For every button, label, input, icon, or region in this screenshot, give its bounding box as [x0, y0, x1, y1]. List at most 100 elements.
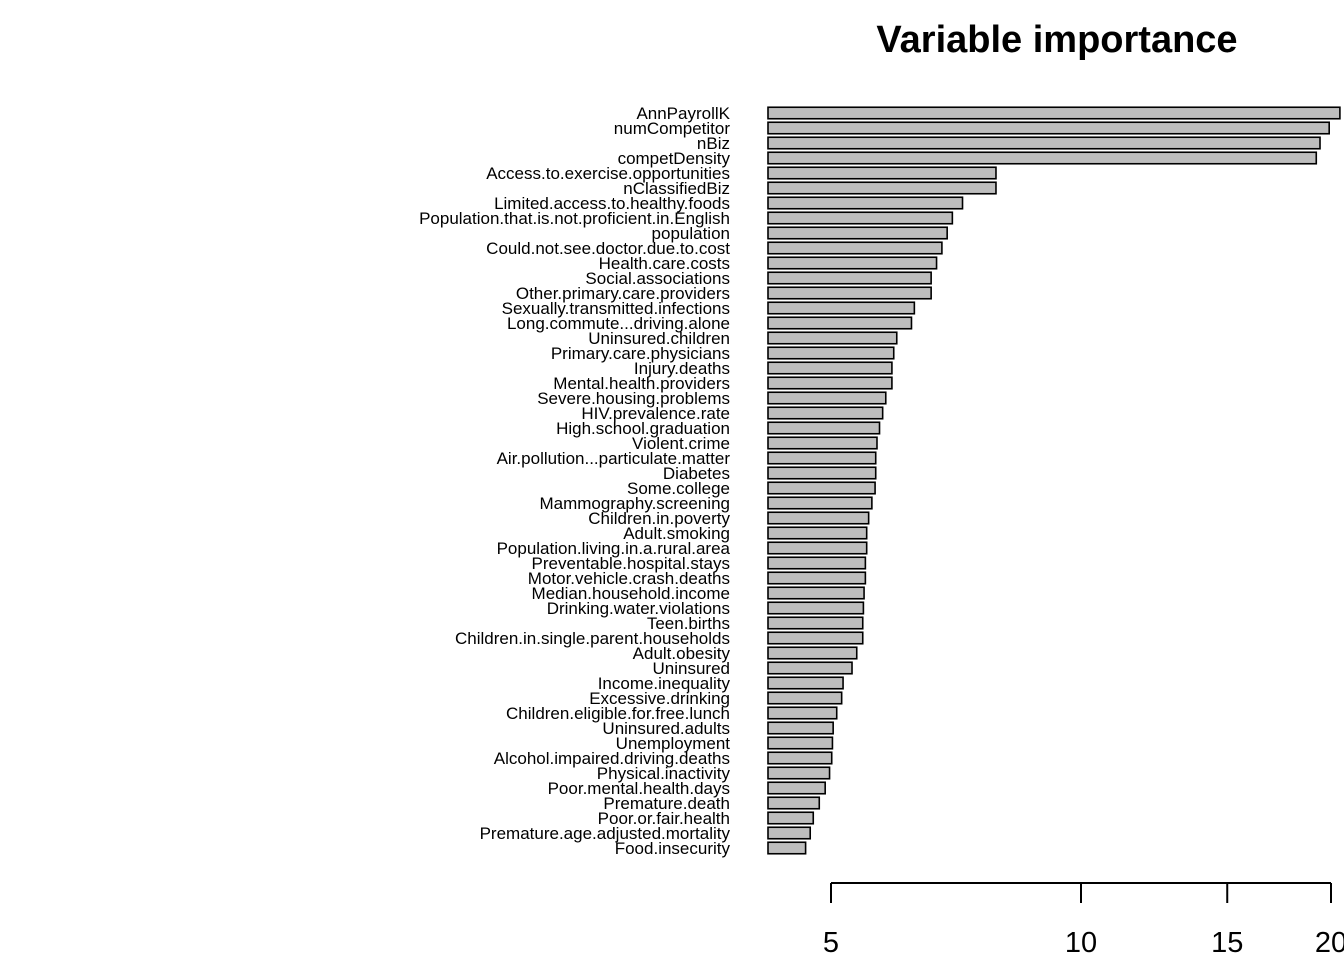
bar	[767, 751, 833, 765]
bars	[767, 106, 1341, 855]
bar	[767, 316, 913, 330]
category-label: nClassifiedBiz	[623, 179, 730, 198]
bar	[767, 511, 870, 525]
category-label: Premature.death	[603, 794, 730, 813]
chart-title: Variable importance	[876, 19, 1237, 61]
bar	[767, 286, 932, 300]
bar	[767, 391, 887, 405]
bar	[767, 466, 877, 480]
bar	[767, 151, 1318, 165]
bar	[767, 196, 964, 210]
x-tick-label: 10	[1065, 927, 1097, 959]
bar	[767, 811, 815, 825]
category-label: Adult.smoking	[623, 524, 730, 543]
category-label: Median.household.income	[532, 584, 730, 603]
bar	[767, 781, 826, 795]
bar	[767, 496, 873, 510]
bar	[767, 736, 834, 750]
bar	[767, 556, 867, 570]
category-label: Could.not.see.doctor.due.to.cost	[486, 239, 730, 258]
category-label: Motor.vehicle.crash.deaths	[528, 569, 730, 588]
category-label: Poor.mental.health.days	[548, 779, 730, 798]
bar	[767, 571, 867, 585]
category-label: Children.eligible.for.free.lunch	[506, 704, 730, 723]
bar	[767, 661, 853, 675]
category-label: Unemployment	[616, 734, 731, 753]
bar	[767, 616, 864, 630]
bar	[767, 796, 821, 810]
category-label: Uninsured.children	[588, 329, 730, 348]
bar	[767, 766, 831, 780]
category-label: Limited.access.to.healthy.foods	[494, 194, 730, 213]
category-label: Children.in.single.parent.households	[455, 629, 730, 648]
category-label: Uninsured	[653, 659, 731, 678]
bar	[767, 526, 868, 540]
bar	[767, 271, 932, 285]
category-label: Adult.obesity	[633, 644, 731, 663]
category-label: Population.living.in.a.rural.area	[497, 539, 731, 558]
category-label: nBiz	[697, 134, 730, 153]
bar	[767, 181, 997, 195]
category-label: HIV.prevalence.rate	[581, 404, 730, 423]
category-label: Some.college	[627, 479, 730, 498]
category-label: Population.that.is.not.proficient.in.Eng…	[419, 209, 730, 228]
category-label: Violent.crime	[632, 434, 730, 453]
category-label: Premature.age.adjusted.mortality	[480, 824, 731, 843]
bar	[767, 256, 938, 270]
category-label: Sexually.transmitted.infections	[502, 299, 730, 318]
category-label: High.school.graduation	[556, 419, 730, 438]
x-tick-label: 15	[1211, 927, 1243, 959]
category-label: Injury.deaths	[634, 359, 730, 378]
bar	[767, 121, 1330, 135]
category-label: Mental.health.providers	[553, 374, 730, 393]
bar	[767, 136, 1321, 150]
category-label: Teen.births	[647, 614, 730, 633]
category-label: Income.inequality	[598, 674, 731, 693]
category-label: Severe.housing.problems	[537, 389, 730, 408]
bar	[767, 331, 898, 345]
category-label: numCompetitor	[614, 119, 731, 138]
x-tick-label: 20	[1315, 927, 1344, 959]
bar	[767, 481, 876, 495]
bar	[767, 721, 834, 735]
bar	[767, 601, 865, 615]
bar	[767, 361, 893, 375]
category-label: Primary.care.physicians	[551, 344, 730, 363]
category-label: Mammography.screening	[539, 494, 730, 513]
category-label: Long.commute...driving.alone	[507, 314, 730, 333]
category-label: Access.to.exercise.opportunities	[486, 164, 730, 183]
category-label: Diabetes	[663, 464, 730, 483]
bar	[767, 451, 877, 465]
category-label: Food.insecurity	[615, 839, 731, 858]
category-label: Uninsured.adults	[602, 719, 730, 738]
category-label: Preventable.hospital.stays	[532, 554, 730, 573]
bar	[767, 241, 943, 255]
bar	[767, 841, 807, 855]
bar	[767, 541, 868, 555]
bar	[767, 826, 812, 840]
category-label: Children.in.poverty	[588, 509, 730, 528]
bar	[767, 646, 858, 660]
bar	[767, 211, 954, 225]
x-tick-label: 5	[823, 927, 839, 959]
bar	[767, 376, 893, 390]
bar	[767, 631, 864, 645]
category-label: Alcohol.impaired.driving.deaths	[494, 749, 730, 768]
bar	[767, 586, 865, 600]
bar	[767, 436, 878, 450]
category-label: Excessive.drinking	[589, 689, 730, 708]
category-label: Poor.or.fair.health	[598, 809, 730, 828]
bar	[767, 166, 997, 180]
category-label: competDensity	[618, 149, 731, 168]
bar	[767, 691, 843, 705]
category-label: Social.associations	[585, 269, 730, 288]
category-label: Physical.inactivity	[597, 764, 731, 783]
category-label: Drinking.water.violations	[547, 599, 730, 618]
bar	[767, 406, 884, 420]
x-axis: 5 10 15 20	[823, 882, 1344, 959]
bar	[767, 346, 895, 360]
category-label: Health.care.costs	[599, 254, 730, 273]
bar	[767, 421, 881, 435]
bar	[767, 706, 838, 720]
